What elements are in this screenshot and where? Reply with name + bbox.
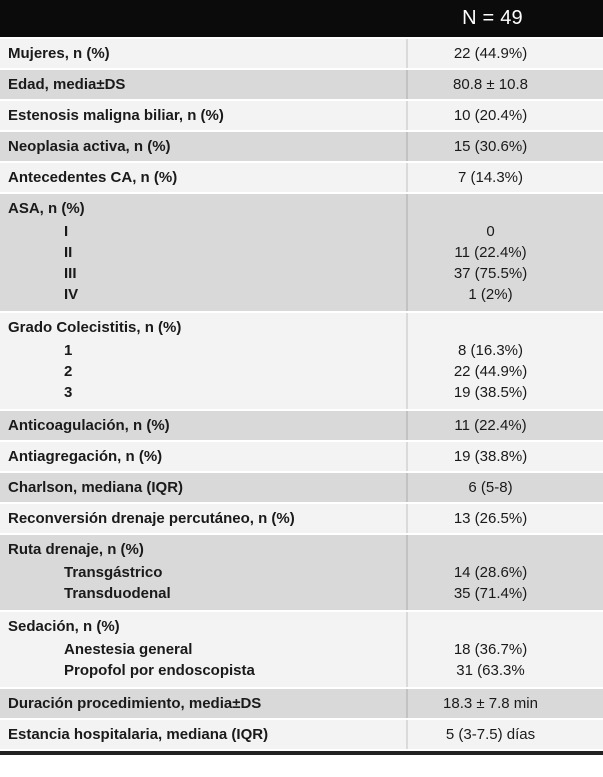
row-value [408, 614, 603, 639]
subrow-label: Propofol por endoscopista [64, 662, 255, 679]
row-label: Edad, media±DS [8, 76, 126, 93]
subrow-label: III [64, 265, 77, 282]
table-subrow: Transduodenal 35 (71.4%) [0, 583, 603, 610]
table-row-edad: Edad, media±DS 80.8 ± 10.8 [0, 70, 603, 101]
row-label: Charlson, mediana (IQR) [8, 479, 184, 496]
subrow-label: 3 [64, 384, 73, 401]
table-row-duracion: Duración procedimiento, media±DS 18.3 ± … [0, 689, 603, 720]
table-row-charlson: Charlson, mediana (IQR) 6 (5-8) [0, 473, 603, 504]
row-label: Antecedentes CA, n (%) [8, 169, 178, 186]
table-body: Mujeres, n (%) 22 (44.9%) Edad, media±DS… [0, 39, 603, 751]
subrow-label: Transgástrico [64, 564, 163, 581]
table-row-estancia: Estancia hospitalaria, mediana (IQR) 5 (… [0, 720, 603, 751]
row-value: 7 (14.3%) [457, 169, 524, 186]
subrow-value: 35 (71.4%) [453, 585, 528, 602]
row-value: 15 (30.6%) [453, 138, 528, 155]
table-row-anticoagulacion: Anticoagulación, n (%) 11 (22.4%) [0, 411, 603, 442]
row-value [408, 537, 603, 562]
row-label: ASA, n (%) [8, 200, 85, 217]
table-subrow: IV 1 (2%) [0, 284, 603, 311]
table-row-group-grado-colecistitis: Grado Colecistitis, n (%) 1 8 (16.3%) 2 … [0, 313, 603, 411]
subrow-label: 1 [64, 342, 73, 359]
table-row-estenosis: Estenosis maligna biliar, n (%) 10 (20.4… [0, 101, 603, 132]
subrow-value: 8 (16.3%) [457, 342, 524, 359]
subrow-value: 18 (36.7%) [453, 641, 528, 658]
table-subrow: Propofol por endoscopista 31 (63.3% [0, 660, 603, 687]
row-value: 10 (20.4%) [453, 107, 528, 124]
row-label: Anticoagulación, n (%) [8, 417, 170, 434]
row-label: Sedación, n (%) [8, 618, 120, 635]
table-row-mujeres: Mujeres, n (%) 22 (44.9%) [0, 39, 603, 70]
table-subrow: I 0 [0, 221, 603, 242]
table-subrow: II 11 (22.4%) [0, 242, 603, 263]
row-label: Duración procedimiento, media±DS [8, 695, 262, 712]
row-value [408, 315, 603, 340]
table-row-reconversion: Reconversión drenaje percutáneo, n (%) 1… [0, 504, 603, 535]
clinical-characteristics-table: N = 49 Mujeres, n (%) 22 (44.9%) Edad, m… [0, 0, 603, 755]
subrow-value: 31 (63.3% [456, 662, 525, 679]
subrow-label: II [64, 244, 73, 261]
table-row-group-sedacion: Sedación, n (%) Anestesia general 18 (36… [0, 612, 603, 689]
subrow-value: 14 (28.6%) [453, 564, 528, 581]
row-label: Ruta drenaje, n (%) [8, 541, 144, 558]
table-subrow: 2 22 (44.9%) [0, 361, 603, 382]
subrow-value: 1 (2%) [468, 286, 513, 303]
table-subrow: 1 8 (16.3%) [0, 340, 603, 361]
row-label: Reconversión drenaje percutáneo, n (%) [8, 510, 295, 527]
table-row-group-ruta-drenaje: Ruta drenaje, n (%) Transgástrico 14 (28… [0, 535, 603, 612]
table-subrow: III 37 (75.5%) [0, 263, 603, 284]
row-value [408, 196, 603, 221]
row-value: 5 (3-7.5) días [445, 726, 536, 743]
row-label: Neoplasia activa, n (%) [8, 138, 171, 155]
subrow-label: I [64, 223, 69, 240]
row-label: Mujeres, n (%) [8, 45, 110, 62]
table-row-antecedentes-ca: Antecedentes CA, n (%) 7 (14.3%) [0, 163, 603, 194]
subrow-value: 22 (44.9%) [453, 363, 528, 380]
table-bottom-border [0, 751, 603, 755]
subrow-label: 2 [64, 363, 73, 380]
n-column-header: N = 49 [462, 7, 523, 29]
table-subrow: Transgástrico 14 (28.6%) [0, 562, 603, 583]
row-value: 11 (22.4%) [454, 417, 527, 434]
subrow-value: 19 (38.5%) [453, 384, 528, 401]
table-header-spacer [0, 0, 408, 37]
row-value: 22 (44.9%) [453, 45, 528, 62]
subrow-value: 11 (22.4%) [454, 244, 527, 261]
table-row-neoplasia: Neoplasia activa, n (%) 15 (30.6%) [0, 132, 603, 163]
row-label: Estenosis maligna biliar, n (%) [8, 107, 224, 124]
row-value: 18.3 ± 7.8 min [443, 695, 538, 712]
row-label: Estancia hospitalaria, mediana (IQR) [8, 726, 269, 743]
subrow-value: 0 [486, 223, 495, 240]
table-header-row: N = 49 [0, 0, 603, 37]
subrow-label: IV [64, 286, 79, 303]
row-value: 6 (5-8) [468, 479, 513, 496]
table-subrow: Anestesia general 18 (36.7%) [0, 639, 603, 660]
row-label: Antiagregación, n (%) [8, 448, 163, 465]
subrow-value: 37 (75.5%) [453, 265, 528, 282]
table-subrow: 3 19 (38.5%) [0, 382, 603, 409]
subrow-label: Transduodenal [64, 585, 171, 602]
row-value: 13 (26.5%) [453, 510, 528, 527]
row-value: 19 (38.8%) [453, 448, 528, 465]
subrow-label: Anestesia general [64, 641, 193, 658]
table-row-antiagregacion: Antiagregación, n (%) 19 (38.8%) [0, 442, 603, 473]
table-row-group-asa: ASA, n (%) I 0 II 11 (22.4%) III 37 (75.… [0, 194, 603, 313]
row-value: 80.8 ± 10.8 [453, 76, 528, 93]
row-label: Grado Colecistitis, n (%) [8, 319, 182, 336]
